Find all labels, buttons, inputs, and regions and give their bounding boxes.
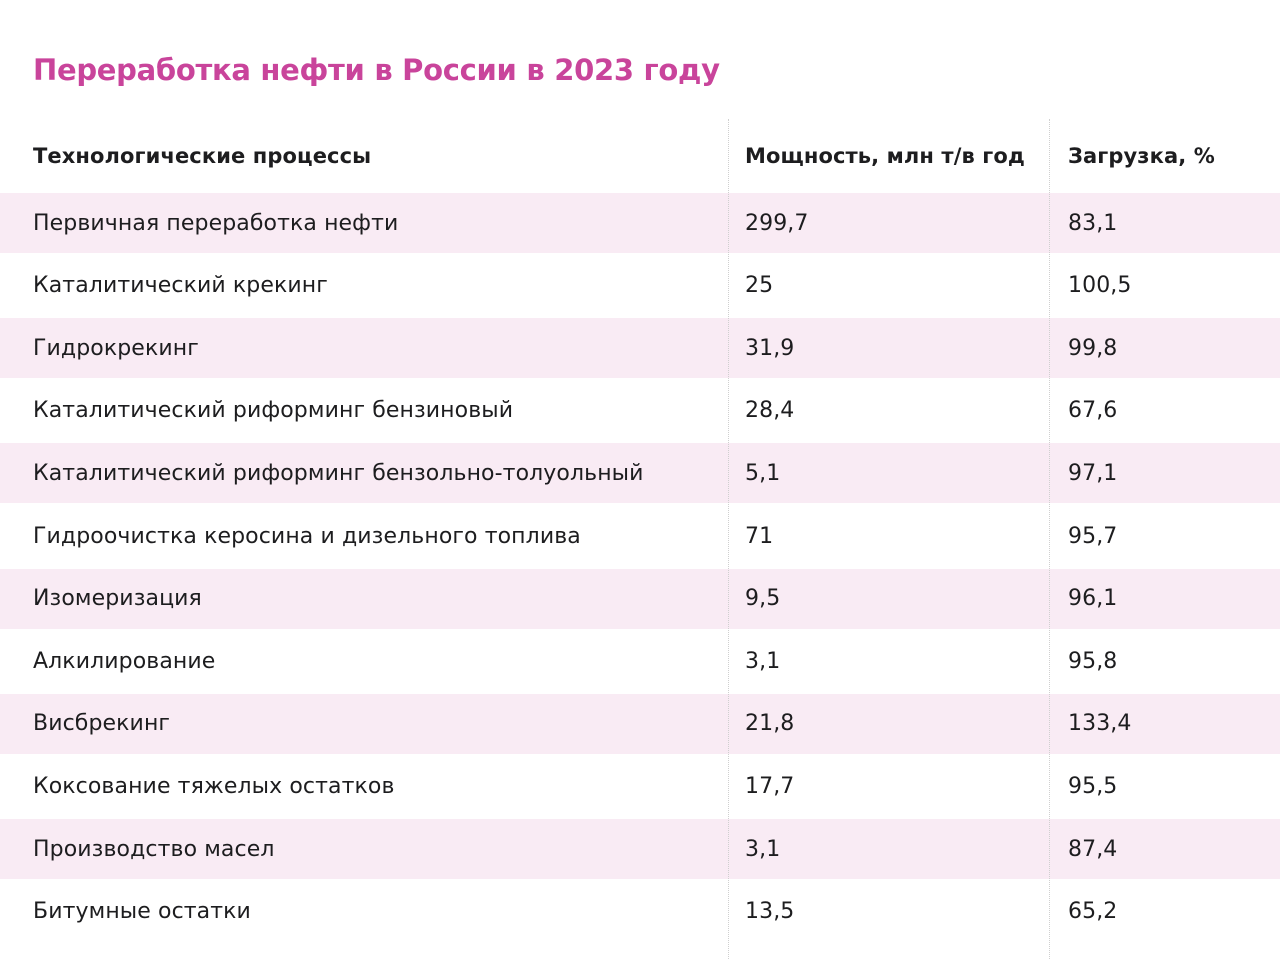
cell-load: 65,2 — [1068, 899, 1118, 925]
cell-capacity: 28,4 — [745, 398, 795, 424]
cell-load: 96,1 — [1068, 586, 1118, 612]
cell-capacity: 13,5 — [745, 899, 795, 925]
table-row: Гидроочистка керосина и дизельного топли… — [0, 506, 1280, 566]
header-load: Загрузка, % — [1068, 144, 1215, 168]
table-row: Каталитический риформинг бензиновый 28,4 6… — [0, 381, 1280, 441]
cell-process: Алкилирование — [33, 648, 216, 674]
column-divider — [728, 119, 729, 959]
cell-load: 95,8 — [1068, 648, 1118, 674]
table-header-row: Технологические процессы Мощность, млн т… — [0, 119, 1280, 193]
cell-load: 97,1 — [1068, 460, 1118, 486]
cell-process: Первичная переработка нефти — [33, 210, 399, 236]
cell-capacity: 3,1 — [745, 836, 781, 862]
cell-capacity: 9,5 — [745, 586, 781, 612]
cell-load: 87,4 — [1068, 836, 1118, 862]
cell-capacity: 3,1 — [745, 648, 781, 674]
table-row: Каталитический риформинг бензольно-толуо… — [0, 443, 1280, 504]
cell-capacity: 299,7 — [745, 210, 809, 236]
table-row: Алкилирование 3,1 95,8 — [0, 631, 1280, 691]
cell-capacity: 25 — [745, 273, 774, 299]
table-row: Первичная переработка нефти 299,7 83,1 — [0, 193, 1280, 253]
table-row: Висбрекинг 21,8 133,4 — [0, 693, 1280, 754]
cell-load: 83,1 — [1068, 210, 1118, 236]
table-row: Изомеризация 9,5 96,1 — [0, 568, 1280, 629]
cell-capacity: 31,9 — [745, 335, 795, 361]
cell-capacity: 71 — [745, 523, 774, 549]
cell-load: 133,4 — [1068, 711, 1132, 737]
cell-process: Висбрекинг — [33, 711, 171, 737]
cell-load: 95,7 — [1068, 523, 1118, 549]
table-row: Каталитический крекинг 25 100,5 — [0, 256, 1280, 316]
table-row: Производство масел 3,1 87,4 — [0, 819, 1280, 879]
cell-process: Каталитический крекинг — [33, 273, 328, 299]
cell-capacity: 5,1 — [745, 460, 781, 486]
table-row: Битумные остатки 13,5 65,2 — [0, 882, 1280, 942]
cell-load: 99,8 — [1068, 335, 1118, 361]
cell-process: Каталитический риформинг бензиновый — [33, 398, 514, 424]
column-divider — [1049, 119, 1050, 959]
cell-process: Производство масел — [33, 836, 275, 862]
cell-process: Битумные остатки — [33, 899, 251, 925]
header-capacity: Мощность, млн т/в год — [745, 144, 1025, 168]
cell-process: Каталитический риформинг бензольно-толуо… — [33, 460, 644, 486]
cell-load: 95,5 — [1068, 773, 1118, 799]
cell-process: Изомеризация — [33, 586, 202, 612]
cell-process: Гидрокрекинг — [33, 335, 199, 361]
cell-load: 67,6 — [1068, 398, 1118, 424]
table-row: Коксование тяжелых остатков 17,7 95,5 — [0, 756, 1280, 816]
cell-process: Гидроочистка керосина и дизельного топли… — [33, 523, 581, 549]
page-title: Переработка нефти в России в 2023 году — [33, 53, 720, 87]
cell-capacity: 17,7 — [745, 773, 795, 799]
cell-load: 100,5 — [1068, 273, 1132, 299]
cell-process: Коксование тяжелых остатков — [33, 773, 395, 799]
header-process: Технологические процессы — [33, 144, 372, 168]
data-table: Технологические процессы Мощность, млн т… — [0, 119, 1280, 959]
cell-capacity: 21,8 — [745, 711, 795, 737]
table-row: Гидрокрекинг 31,9 99,8 — [0, 318, 1280, 379]
